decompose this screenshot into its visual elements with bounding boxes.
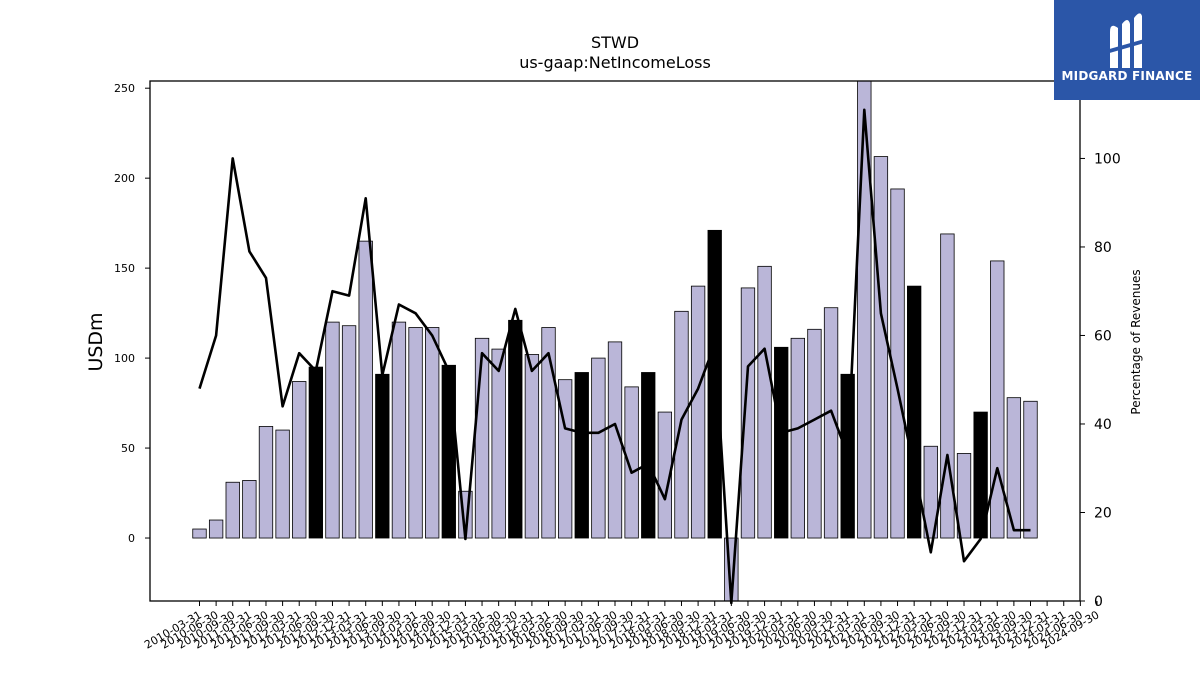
bar xyxy=(541,327,556,539)
y-tick-label: 50 xyxy=(121,442,135,455)
brand-logo: MIDGARD FINANCE xyxy=(1054,0,1200,100)
y-tick-label: 250 xyxy=(114,82,135,95)
y-tick-label: 100 xyxy=(114,352,135,365)
bar xyxy=(807,328,822,539)
left-axis: 0 50 100 150 200 250 xyxy=(114,82,150,545)
x-axis: 2010-03-312010-06-302010-09-302011-03-31… xyxy=(142,601,1102,652)
bar xyxy=(1023,400,1038,539)
bar xyxy=(774,346,789,539)
y-tick-label: 150 xyxy=(114,262,135,275)
bar xyxy=(508,319,523,539)
bar xyxy=(873,156,889,539)
bar xyxy=(1006,397,1022,539)
bar xyxy=(341,325,357,539)
bar xyxy=(275,429,290,539)
bar xyxy=(292,381,307,539)
line-series xyxy=(198,108,1031,605)
right-tick-label: 20 xyxy=(1094,505,1112,521)
right-tick-label: 60 xyxy=(1094,328,1112,344)
right-tick-label: 80 xyxy=(1094,240,1112,256)
y-axis-label: USDm xyxy=(85,312,107,371)
bar xyxy=(208,519,224,539)
bar xyxy=(624,386,639,539)
chart-subtitle: us-gaap:NetIncomeLoss xyxy=(519,53,711,72)
bar xyxy=(308,366,323,539)
bar xyxy=(591,357,606,539)
bar xyxy=(425,327,440,539)
bar xyxy=(441,364,456,539)
bar xyxy=(358,240,373,539)
percentage-line xyxy=(198,108,1031,605)
midgard-logo-icon xyxy=(1106,13,1148,68)
bar xyxy=(242,480,257,539)
bar xyxy=(757,265,772,539)
bar xyxy=(408,327,423,539)
bar xyxy=(690,285,706,539)
bar xyxy=(923,445,938,539)
y-tick-label: 0 xyxy=(128,532,135,545)
bar xyxy=(657,411,673,539)
brand-name: MIDGARD FINANCE xyxy=(1061,69,1193,83)
bar xyxy=(790,337,805,539)
right-axis-label: Percentage of Revenues xyxy=(1129,269,1143,414)
bar-series xyxy=(192,80,1038,602)
bar xyxy=(491,348,506,539)
bar xyxy=(524,354,540,539)
bar xyxy=(375,373,390,539)
right-tick-label: 40 xyxy=(1094,417,1112,433)
right-tick-label: 0 xyxy=(1094,594,1103,610)
bar xyxy=(956,453,972,539)
bar xyxy=(258,426,274,539)
bar xyxy=(990,260,1005,539)
bar xyxy=(857,80,872,539)
bar xyxy=(707,229,722,539)
bar xyxy=(192,528,207,539)
right-axis: 0 20 40 60 80 100 xyxy=(1080,151,1121,610)
bar xyxy=(574,372,589,539)
bar xyxy=(740,287,756,539)
bar xyxy=(641,372,656,539)
bar xyxy=(391,321,407,539)
bar xyxy=(940,233,955,539)
bar xyxy=(474,337,490,539)
bar xyxy=(325,321,340,539)
y-tick-label: 200 xyxy=(114,172,135,185)
right-tick-label: 100 xyxy=(1094,151,1121,167)
bar xyxy=(823,307,839,539)
bar xyxy=(225,481,240,539)
chart-title: STWD xyxy=(590,33,640,52)
bar xyxy=(907,285,922,539)
